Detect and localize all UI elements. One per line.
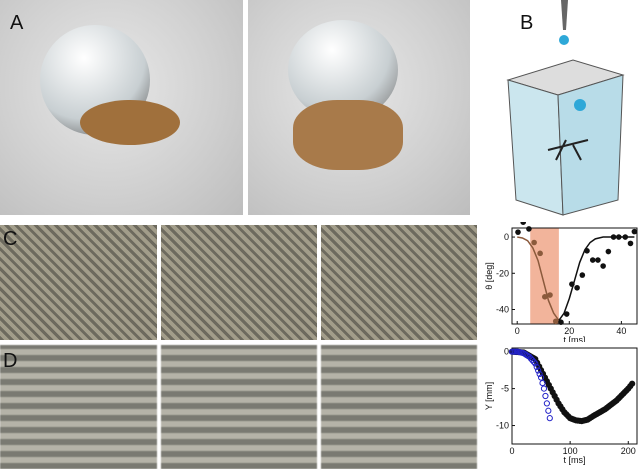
fit-curve-brown (517, 236, 560, 321)
x-axis-label: t [ms] (564, 455, 586, 465)
photo-a-mosquito-drop-2 (248, 0, 470, 215)
y-tick-label: 0 (504, 232, 509, 242)
axes-box (511, 347, 638, 445)
photo-d-2 (161, 345, 317, 469)
x-tick-label: 0 (515, 326, 520, 336)
data-point-blue (539, 379, 546, 387)
data-point (622, 234, 629, 240)
data-point-black (629, 380, 636, 387)
panel-label-a: A (10, 12, 24, 34)
data-point (542, 294, 548, 300)
data-point-blue (532, 360, 539, 367)
panel-label-d: D (3, 350, 18, 372)
data-point-blue (540, 385, 548, 392)
x-tick-label: 20 (564, 326, 574, 336)
photo-c-3 (321, 225, 477, 340)
data-point-blue (536, 370, 543, 378)
chart-y: 0 100 200 0 -5 -10 t [ms] Y [mm] (484, 347, 638, 465)
panel-label-b: B (520, 12, 534, 34)
data-point (589, 257, 596, 263)
data-point (600, 263, 606, 269)
y-tick-label: 0 (504, 347, 509, 357)
data-point (627, 240, 634, 247)
data-point-blue (545, 407, 552, 414)
data-point (558, 319, 564, 325)
photo-a-mosquito-drop-1 (0, 0, 243, 215)
panel-b-diagram (478, 0, 640, 220)
y-tick-label: -5 (501, 384, 509, 394)
data-point (574, 284, 580, 291)
fit-curve-black (558, 236, 635, 321)
chart-theta: 0 20 40 0 -20 -40 t [ms] θ [deg] (484, 222, 638, 342)
data-point (631, 228, 638, 235)
photo-c-1 (0, 225, 157, 340)
data-point-blue (543, 400, 550, 407)
data-point-blue (530, 358, 537, 365)
data-point-blue (546, 415, 553, 422)
data-point (595, 257, 601, 263)
data-point (547, 292, 553, 298)
data-point (605, 248, 612, 255)
data-point (526, 226, 532, 232)
data-point-blue (533, 363, 540, 371)
x-tick-label: 100 (563, 446, 578, 456)
x-tick-label: 40 (616, 326, 626, 336)
data-point (563, 311, 570, 317)
x-tick-label: 0 (509, 446, 514, 456)
y-tick-label: -10 (496, 421, 509, 431)
data-point (520, 222, 526, 226)
x-axis-label: t [ms] (564, 335, 586, 342)
photo-d-3 (321, 345, 477, 469)
photo-d-1 (0, 345, 157, 469)
y-tick-label: -20 (496, 268, 509, 278)
axes-box (511, 227, 638, 325)
photo-c-2 (161, 225, 317, 340)
data-point (537, 250, 543, 257)
y-axis-label: Y [mm] (484, 382, 494, 410)
data-point-blue (535, 367, 542, 374)
data-point (615, 234, 622, 240)
data-point-blue (537, 374, 545, 381)
data-point (610, 234, 617, 240)
data-point (515, 229, 521, 235)
data-point-blue (542, 392, 549, 400)
y-tick-label: -40 (496, 305, 509, 315)
data-point (552, 318, 559, 325)
y-axis-label: θ [deg] (484, 262, 494, 290)
data-point (579, 272, 586, 278)
data-point (569, 281, 575, 287)
panel-label-c: C (3, 228, 18, 250)
data-point (584, 248, 590, 254)
data-point (531, 239, 537, 246)
x-tick-label: 200 (621, 446, 636, 456)
